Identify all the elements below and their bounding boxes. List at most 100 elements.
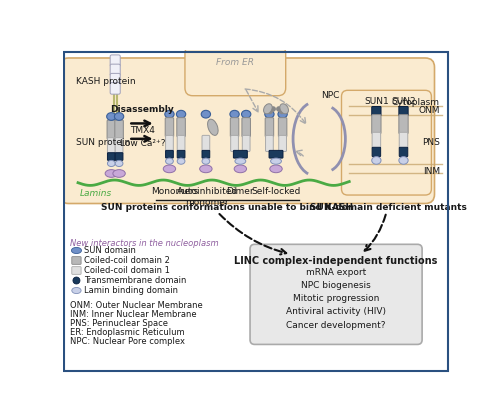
Ellipse shape — [166, 158, 173, 164]
FancyBboxPatch shape — [372, 114, 381, 134]
FancyBboxPatch shape — [110, 83, 120, 94]
FancyBboxPatch shape — [250, 244, 422, 344]
Text: Dimer: Dimer — [226, 187, 254, 197]
Ellipse shape — [265, 110, 274, 118]
Circle shape — [73, 277, 80, 284]
Text: NPC: NPC — [320, 91, 339, 100]
FancyBboxPatch shape — [177, 135, 185, 152]
Text: SUN protein: SUN protein — [76, 138, 130, 147]
Text: SUN1: SUN1 — [364, 97, 389, 106]
Ellipse shape — [208, 119, 218, 135]
Ellipse shape — [105, 170, 118, 177]
Ellipse shape — [200, 165, 212, 173]
FancyBboxPatch shape — [372, 106, 381, 116]
Ellipse shape — [270, 165, 282, 173]
Text: mRNA export: mRNA export — [306, 268, 366, 277]
FancyBboxPatch shape — [265, 118, 274, 137]
Text: INM: INM — [423, 168, 440, 176]
FancyBboxPatch shape — [107, 120, 116, 139]
Ellipse shape — [264, 104, 272, 114]
FancyBboxPatch shape — [242, 135, 250, 152]
Ellipse shape — [108, 160, 115, 166]
FancyBboxPatch shape — [110, 64, 120, 76]
Text: Transmembrane domain: Transmembrane domain — [84, 276, 186, 285]
FancyBboxPatch shape — [399, 132, 408, 148]
Text: Monomers: Monomers — [151, 187, 198, 197]
Text: NPC biogenesis: NPC biogenesis — [301, 281, 371, 290]
Text: Coiled-coil domain 2: Coiled-coil domain 2 — [84, 256, 170, 265]
Text: PNS: Perinuclear Space: PNS: Perinuclear Space — [70, 319, 168, 328]
FancyBboxPatch shape — [165, 118, 173, 137]
FancyBboxPatch shape — [166, 135, 173, 152]
FancyBboxPatch shape — [230, 135, 238, 152]
Ellipse shape — [202, 158, 210, 164]
Text: Low Ca²⁺?: Low Ca²⁺? — [120, 139, 165, 148]
FancyBboxPatch shape — [185, 46, 286, 96]
FancyBboxPatch shape — [60, 58, 434, 204]
Text: ONM: Outer Nuclear Membrane: ONM: Outer Nuclear Membrane — [70, 300, 203, 310]
FancyBboxPatch shape — [108, 153, 115, 160]
Ellipse shape — [230, 110, 239, 118]
FancyBboxPatch shape — [115, 138, 123, 154]
FancyBboxPatch shape — [115, 120, 124, 139]
FancyBboxPatch shape — [110, 73, 120, 85]
Ellipse shape — [177, 158, 185, 164]
FancyBboxPatch shape — [278, 118, 287, 137]
Text: Antiviral activity (HIV): Antiviral activity (HIV) — [286, 308, 386, 316]
Text: New interactors in the nucleoplasm: New interactors in the nucleoplasm — [70, 239, 219, 248]
Ellipse shape — [113, 170, 126, 177]
Text: SUN domain: SUN domain — [84, 246, 136, 255]
Text: Disassembly: Disassembly — [110, 105, 174, 114]
Text: From ER: From ER — [216, 58, 254, 67]
Text: Cancer development?: Cancer development? — [286, 321, 386, 330]
Text: ER: Endoplasmic Reticulum: ER: Endoplasmic Reticulum — [70, 328, 185, 337]
FancyBboxPatch shape — [399, 106, 408, 116]
Ellipse shape — [280, 104, 288, 114]
Ellipse shape — [165, 110, 174, 118]
Ellipse shape — [176, 110, 186, 118]
Text: PNS: PNS — [422, 138, 440, 147]
Text: ONM: ONM — [418, 106, 440, 115]
Text: Cytoplasm: Cytoplasm — [392, 98, 440, 107]
Ellipse shape — [163, 165, 175, 173]
FancyBboxPatch shape — [242, 118, 250, 137]
FancyBboxPatch shape — [72, 266, 81, 274]
Ellipse shape — [201, 110, 210, 118]
Ellipse shape — [278, 110, 287, 118]
FancyBboxPatch shape — [372, 147, 380, 157]
Ellipse shape — [372, 157, 381, 164]
FancyBboxPatch shape — [278, 135, 286, 152]
Text: SUN-domain deficient mutants: SUN-domain deficient mutants — [310, 203, 466, 212]
Ellipse shape — [234, 165, 246, 173]
Ellipse shape — [242, 110, 251, 118]
FancyBboxPatch shape — [234, 150, 247, 158]
Text: INM: Inner Nuclear Membrane: INM: Inner Nuclear Membrane — [70, 310, 197, 319]
Ellipse shape — [114, 113, 124, 120]
FancyBboxPatch shape — [110, 55, 120, 67]
Text: NPC: Nuclear Pore complex: NPC: Nuclear Pore complex — [70, 337, 185, 347]
Ellipse shape — [72, 287, 81, 294]
Ellipse shape — [235, 158, 246, 164]
Ellipse shape — [72, 247, 82, 253]
Text: Autoinhibited
monomer: Autoinhibited monomer — [177, 187, 238, 207]
Text: TMX4: TMX4 — [130, 126, 155, 135]
Text: LINC complex-independent functions: LINC complex-independent functions — [234, 256, 438, 266]
FancyBboxPatch shape — [399, 114, 408, 134]
Ellipse shape — [115, 160, 123, 166]
FancyBboxPatch shape — [342, 91, 432, 195]
FancyBboxPatch shape — [177, 118, 186, 137]
Text: Lamin binding domain: Lamin binding domain — [84, 286, 178, 295]
Ellipse shape — [106, 113, 116, 120]
FancyBboxPatch shape — [72, 257, 81, 264]
FancyBboxPatch shape — [115, 153, 123, 160]
FancyBboxPatch shape — [230, 118, 239, 137]
Text: Lamins: Lamins — [80, 189, 112, 198]
Ellipse shape — [399, 157, 408, 164]
Text: Self-locked: Self-locked — [252, 187, 300, 197]
FancyBboxPatch shape — [269, 150, 283, 158]
Text: KASH protein: KASH protein — [76, 77, 136, 85]
Ellipse shape — [270, 158, 281, 164]
FancyBboxPatch shape — [108, 138, 115, 154]
Text: Coiled-coil domain 1: Coiled-coil domain 1 — [84, 266, 170, 275]
FancyBboxPatch shape — [266, 135, 274, 152]
